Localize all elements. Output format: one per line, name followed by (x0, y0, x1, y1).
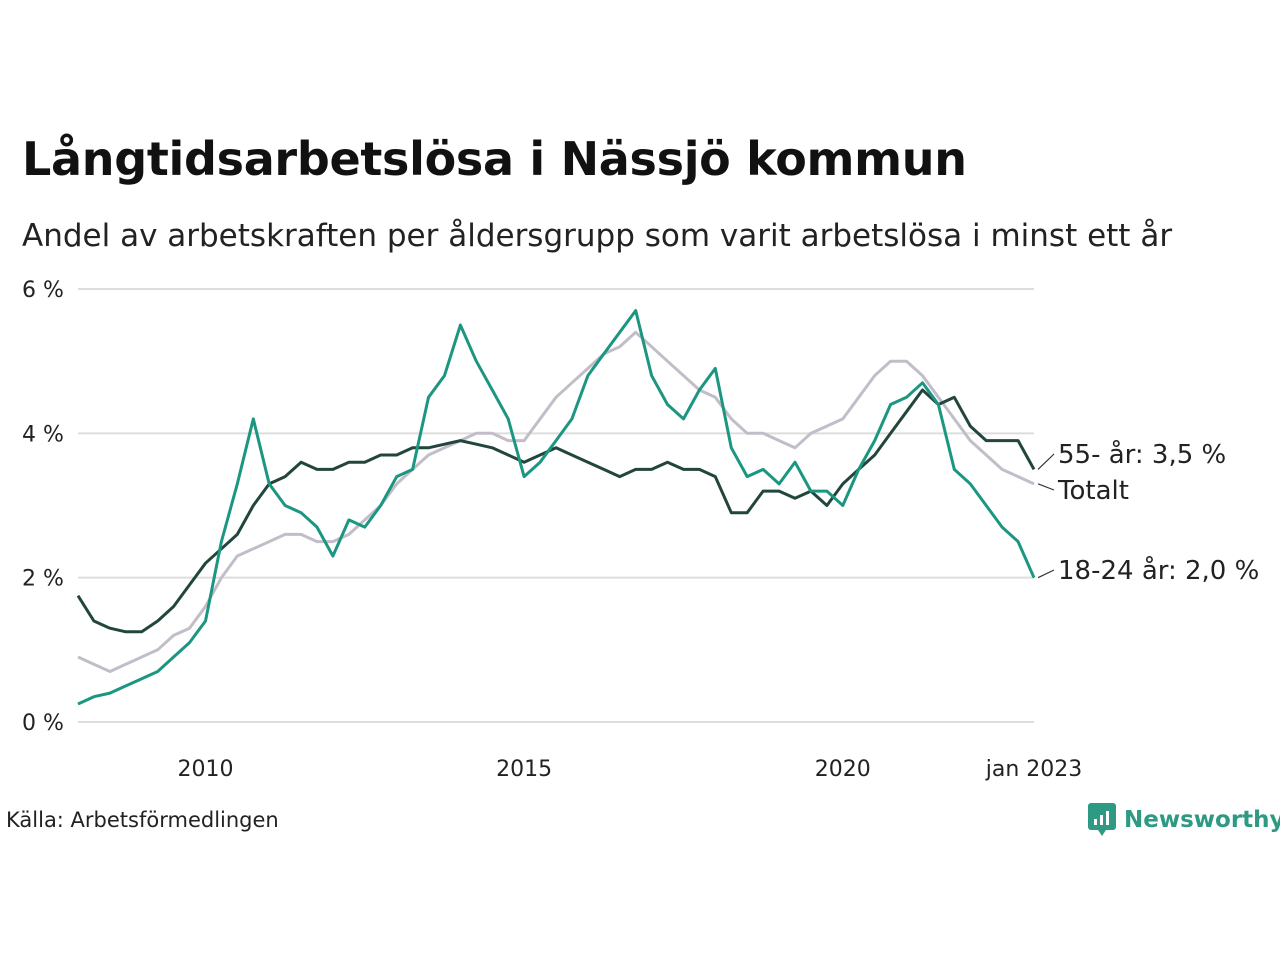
y-tick-label: 0 % (22, 711, 64, 736)
y-tick-label: 2 % (22, 567, 64, 592)
series-end-label: 55- år: 3,5 % (1058, 439, 1226, 470)
x-tick-label: 2015 (496, 757, 552, 782)
leader-line (1037, 569, 1055, 579)
series-end-label: 18-24 år: 2,0 % (1058, 555, 1259, 586)
x-tick-label: 2020 (815, 757, 871, 782)
series-line (77, 330, 1035, 673)
series-line (76, 388, 1036, 634)
series-end-label: Totalt (1057, 476, 1129, 506)
source-note: Källa: Arbetsförmedlingen (6, 808, 279, 832)
x-tick-label: 2010 (177, 757, 233, 782)
leader-line (1037, 453, 1055, 470)
chart-title: Långtidsarbetslösa i Nässjö kommun (22, 132, 967, 186)
x-tick-label: jan 2023 (985, 757, 1083, 782)
chart-subtitle: Andel av arbetskraften per åldersgrupp s… (22, 218, 1173, 254)
y-tick-label: 6 % (22, 278, 64, 303)
newsworthy-logo-icon (1088, 803, 1116, 836)
brand-name: Newsworthy (1124, 807, 1280, 833)
series-line (77, 309, 1036, 706)
y-tick-label: 4 % (22, 422, 64, 447)
leader-line (1037, 483, 1055, 491)
brand-logo: Newsworthy (1088, 803, 1280, 837)
